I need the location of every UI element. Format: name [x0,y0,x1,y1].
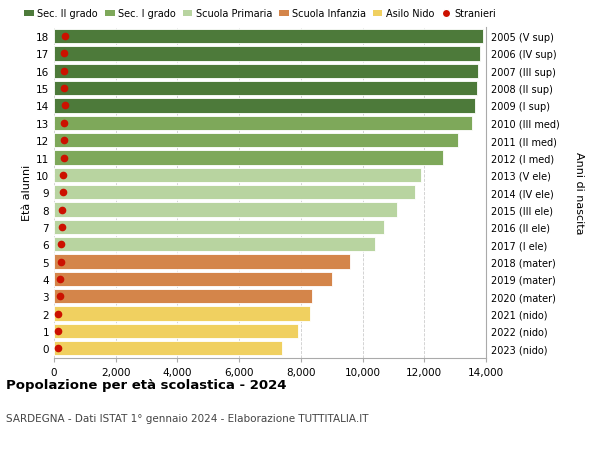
Bar [54,186,415,200]
Y-axis label: Età alunni: Età alunni [22,165,32,221]
Bar [54,220,384,235]
Bar [54,203,397,217]
Bar [54,134,458,148]
Bar [54,151,443,165]
Bar [54,65,478,79]
Text: Popolazione per età scolastica - 2024: Popolazione per età scolastica - 2024 [6,379,287,392]
Legend: Sec. II grado, Sec. I grado, Scuola Primaria, Scuola Infanzia, Asilo Nido, Stran: Sec. II grado, Sec. I grado, Scuola Prim… [25,9,496,19]
Bar [54,30,483,44]
Bar [54,238,375,252]
Bar [54,341,283,356]
Y-axis label: Anni di nascita: Anni di nascita [574,151,584,234]
Bar [54,324,298,338]
Bar [54,99,475,113]
Bar [54,272,332,286]
Bar [54,255,350,269]
Bar [54,117,472,131]
Text: SARDEGNA - Dati ISTAT 1° gennaio 2024 - Elaborazione TUTTITALIA.IT: SARDEGNA - Dati ISTAT 1° gennaio 2024 - … [6,413,368,423]
Bar [54,168,421,183]
Bar [54,47,480,62]
Bar [54,290,311,304]
Bar [54,82,477,96]
Bar [54,307,310,321]
